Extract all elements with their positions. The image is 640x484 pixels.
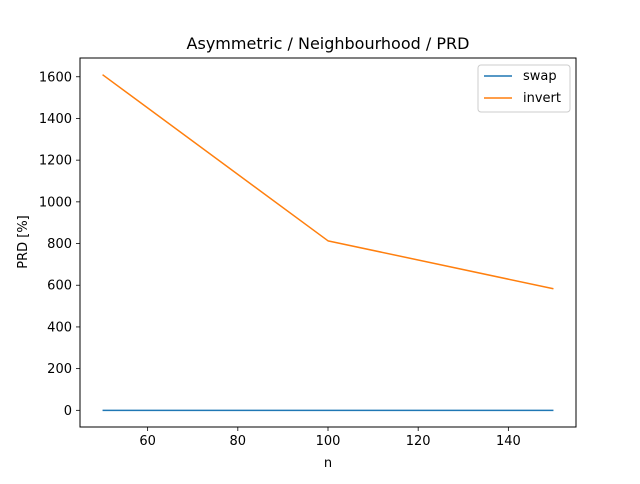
series-line-invert (102, 74, 554, 290)
x-axis-label: n (324, 456, 332, 471)
x-tick-label: 100 (316, 434, 341, 449)
y-tick-label: 0 (64, 404, 72, 419)
x-tick-label: 120 (406, 434, 431, 449)
y-tick-label: 800 (47, 237, 72, 252)
y-tick-label: 400 (47, 320, 72, 335)
legend: swap invert (477, 64, 571, 113)
y-tick-label: 1000 (39, 195, 72, 210)
y-tick-label: 600 (47, 279, 72, 294)
x-axis: 60 80 100 120 140 (139, 427, 521, 449)
y-axis-label: PRD [%] (16, 215, 31, 269)
legend-label-swap: swap (523, 69, 557, 84)
legend-label-invert: invert (523, 91, 561, 106)
y-tick-label: 1400 (39, 112, 72, 127)
x-tick-label: 60 (139, 434, 156, 449)
y-tick-label: 1200 (39, 154, 72, 169)
chart-title: Asymmetric / Neighbourhood / PRD (187, 34, 470, 53)
x-tick-label: 140 (496, 434, 521, 449)
y-tick-label: 1600 (39, 70, 72, 85)
y-tick-label: 200 (47, 362, 72, 377)
plot-lines (102, 74, 554, 412)
y-axis: 0 200 400 600 800 1000 1200 1400 1600 (39, 70, 80, 419)
x-tick-label: 80 (230, 434, 247, 449)
